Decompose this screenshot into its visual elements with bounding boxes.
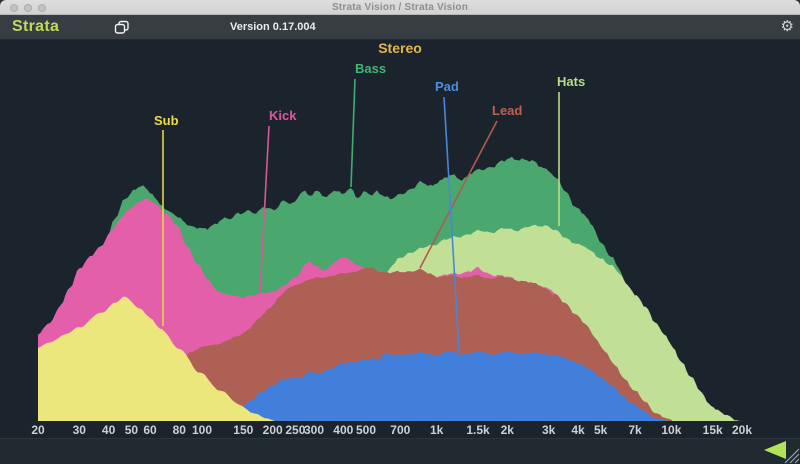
leader-line-lead [419,120,498,269]
series-label-sub: Sub [154,113,179,128]
x-tick-40: 40 [101,423,116,437]
x-tick-500: 500 [355,423,377,437]
x-tick-400: 400 [333,423,354,437]
leader-line-bass [350,78,356,188]
strata-logo: Strata [12,18,60,35]
x-tick-10k: 10k [661,423,682,437]
leader-line-kick [259,125,270,295]
duplicate-pages-icon[interactable] [113,20,131,35]
series-label-lead: Lead [492,103,523,118]
x-tick-80: 80 [172,423,186,437]
x-tick-150: 150 [233,423,254,437]
version-label: Version 0.17.004 [230,21,316,33]
x-tick-1.5k: 1.5k [466,423,490,437]
window-title: Strata Vision / Strata Vision [331,2,469,13]
x-tick-5k: 5k [594,423,608,437]
settings-gear-icon[interactable]: ⚙ [780,18,794,35]
footer-strip [0,438,800,464]
zoom-window-button[interactable] [38,3,46,12]
x-tick-50: 50 [124,423,139,437]
x-tick-300: 300 [303,423,325,437]
x-tick-7k: 7k [628,423,642,437]
series-label-bass: Bass [355,61,387,76]
x-tick-200: 200 [262,423,283,437]
x-tick-700: 700 [390,423,411,437]
x-tick-4k: 4k [571,423,585,437]
chart-title-stereo: Stereo [378,40,422,56]
macos-titlebar: Strata Vision / Strata Vision [0,0,800,15]
plugin-header: Strata Version 0.17.004 ⚙ [0,15,800,40]
x-tick-1k: 1k [430,423,444,437]
series-label-kick: Kick [269,108,297,123]
series-label-pad: Pad [435,79,459,94]
x-tick-20: 20 [31,423,45,437]
leader-line-pad [443,96,460,352]
close-window-button[interactable] [10,3,18,12]
x-tick-100: 100 [191,423,213,437]
x-tick-30: 30 [72,423,86,437]
minimize-window-button[interactable] [24,3,32,12]
x-tick-3k: 3k [542,423,556,437]
x-tick-250: 250 [285,423,306,437]
series-area-sub [38,296,277,421]
x-tick-15k: 15k [702,423,723,437]
x-tick-2k: 2k [500,423,514,437]
series-area-pad [185,350,669,421]
series-label-hats: Hats [557,74,586,89]
x-tick-20k: 20k [731,423,753,437]
x-tick-60: 60 [143,423,157,437]
